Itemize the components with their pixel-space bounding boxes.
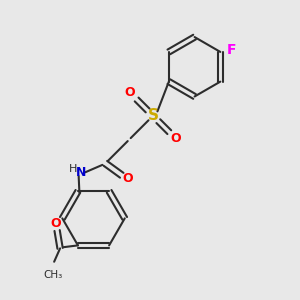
Text: O: O [125,85,135,98]
Text: O: O [50,217,61,230]
Text: O: O [122,172,133,185]
Text: CH₃: CH₃ [43,270,62,280]
Text: N: N [76,166,86,179]
Text: F: F [227,44,236,57]
Text: O: O [170,132,181,145]
Text: S: S [148,108,158,123]
Text: H: H [69,164,77,174]
